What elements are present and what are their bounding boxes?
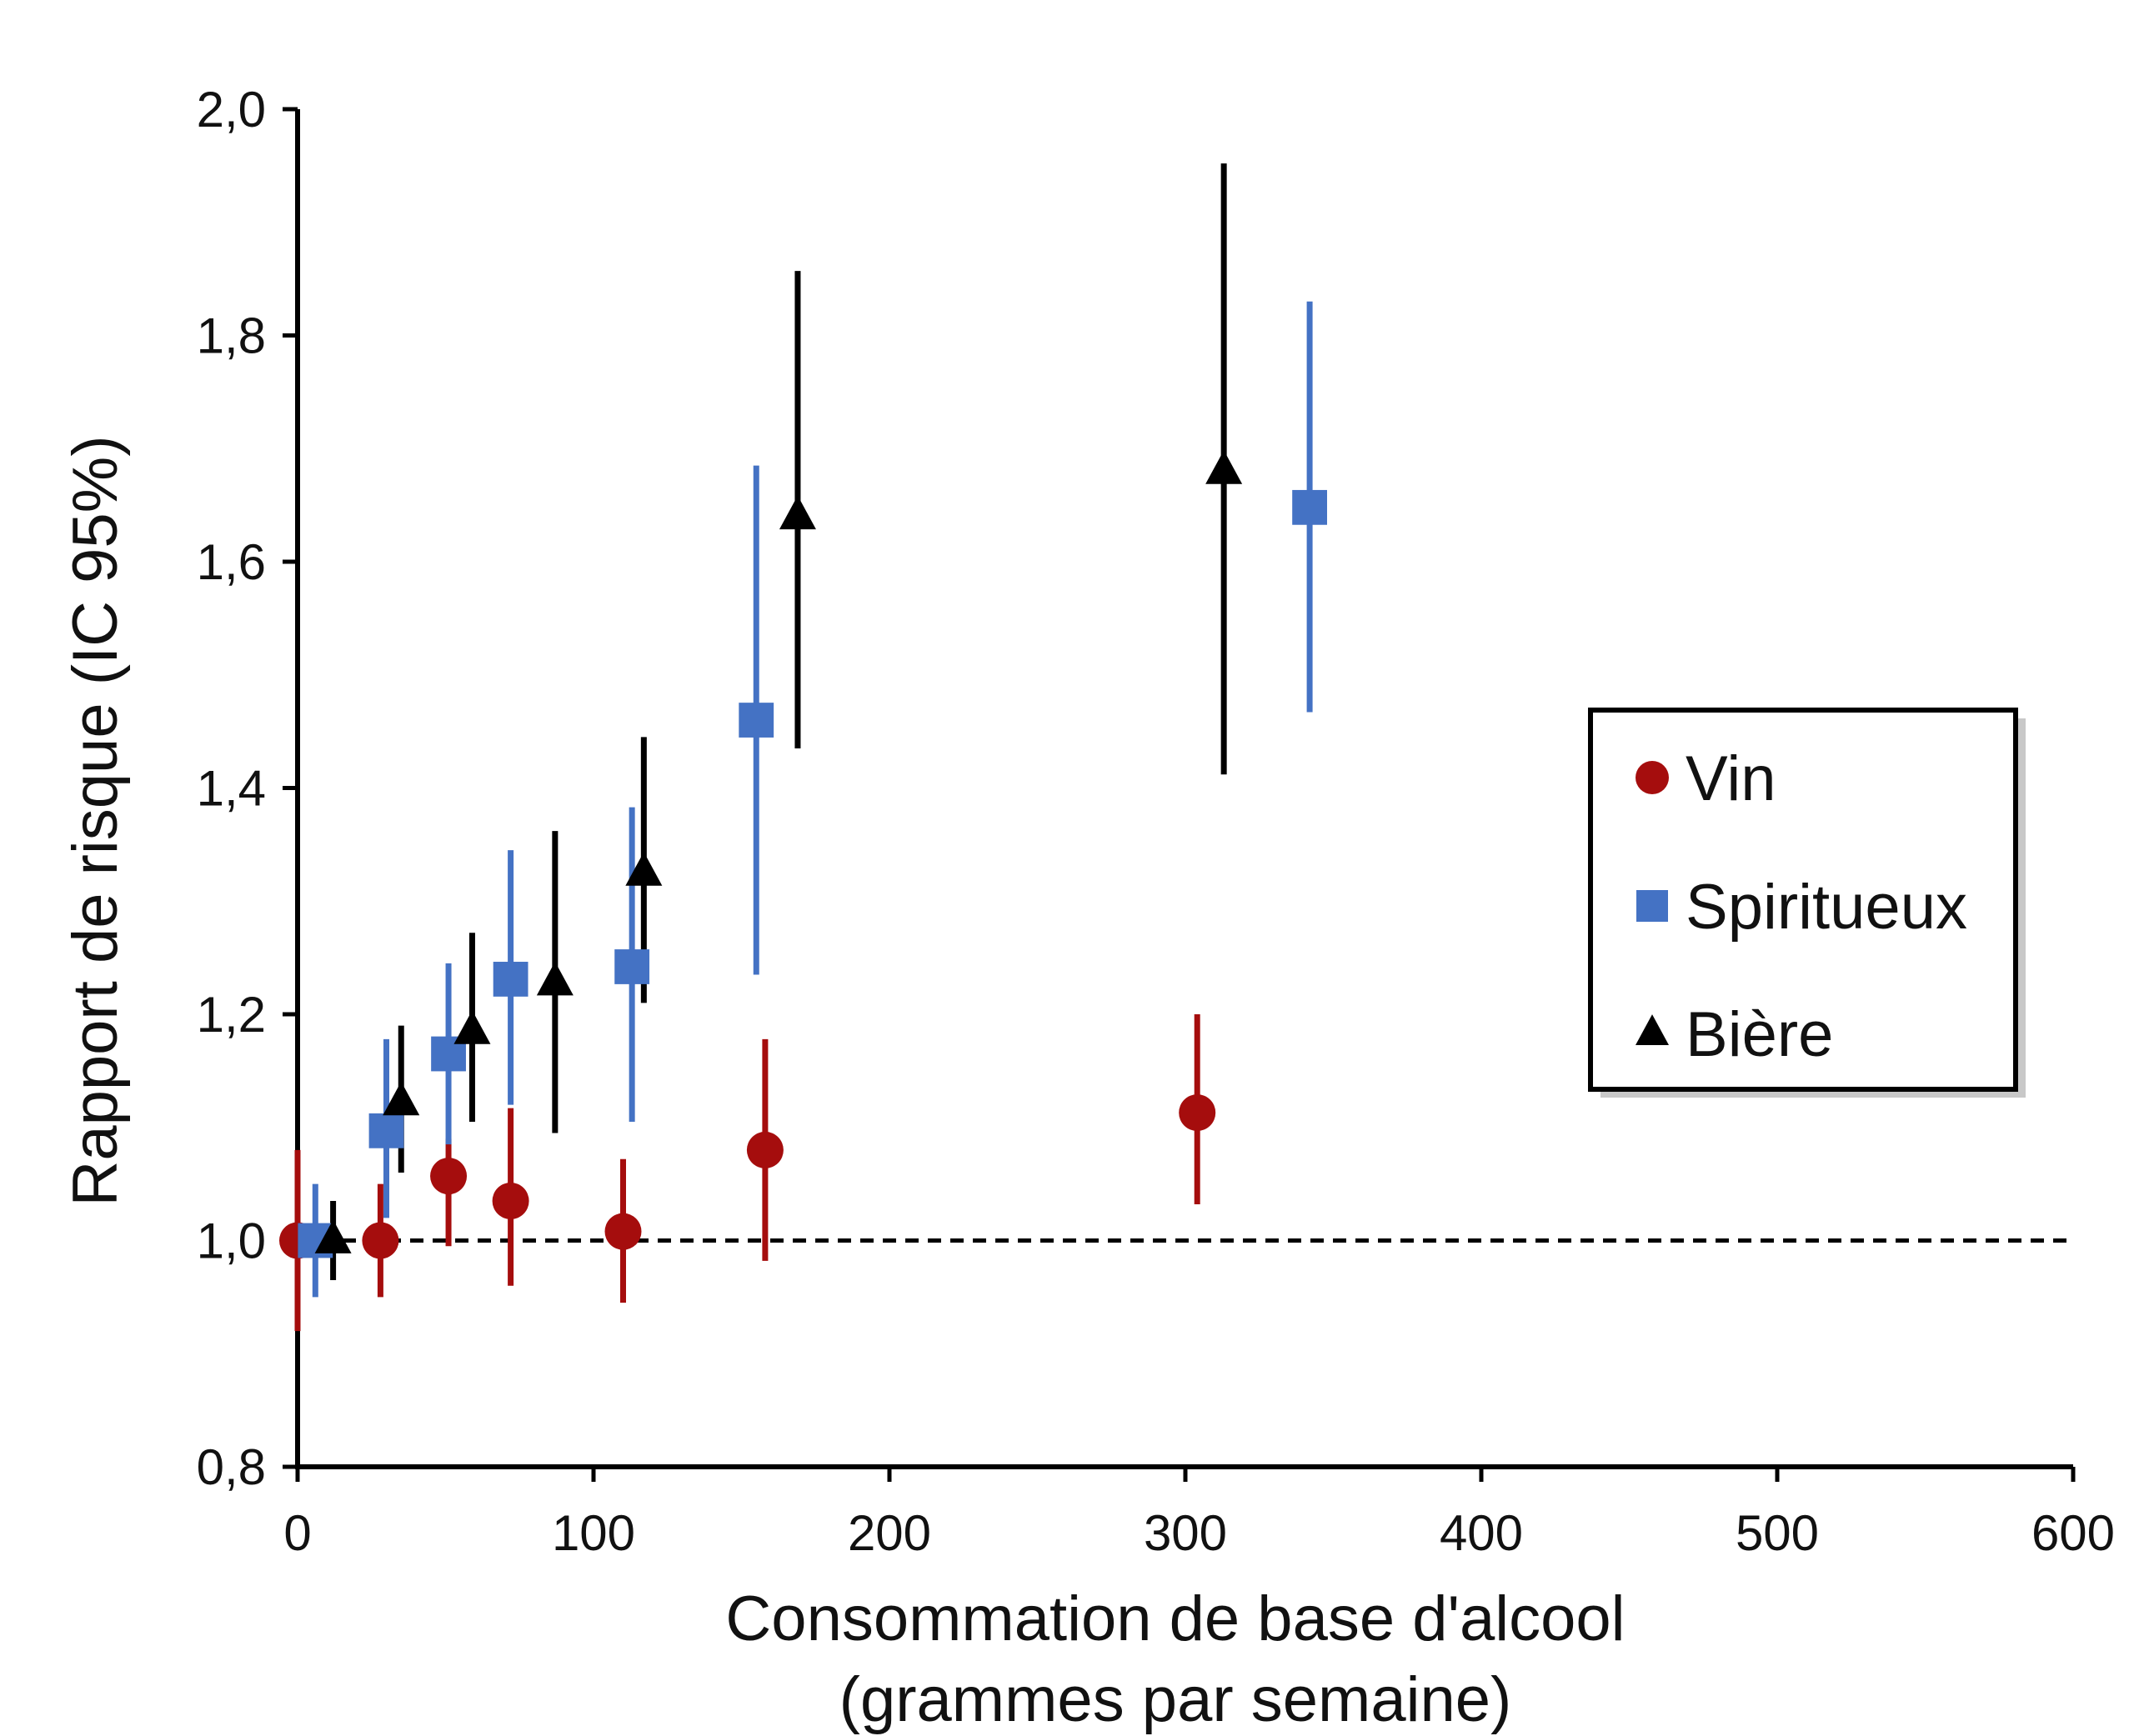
x-tick-label: 200 [848,1505,931,1561]
y-tick-label: 0,8 [197,1439,266,1495]
x-tick-label: 100 [552,1505,635,1561]
y-axis-title: Rapport de risque (IC 95%) [60,435,131,1206]
legend-items: Vin Spiritueux Bière [1636,743,1967,1070]
y-tick-label: 1,0 [197,1213,266,1269]
axes-layer: 0,8 1,0 1,2 1,4 1,6 1,8 2,0 0 100 200 300 400 500 600 [197,82,2115,1561]
series-triangle [330,163,1227,1281]
x-tick-label: 300 [1144,1505,1227,1561]
y-tick-label: 2,0 [197,82,266,138]
square-point [614,949,650,984]
y-tick-label: 1,6 [197,534,266,590]
y-tick-label: 1,4 [197,761,266,817]
legend-label-square: Spiritueux [1686,872,1967,943]
x-tick-label: 400 [1440,1505,1523,1561]
series-square [312,301,1313,1298]
x-tick-label: 500 [1736,1505,1819,1561]
circle-point [1179,1094,1216,1132]
series-triangle-markers [314,450,1243,1253]
square-point [493,962,528,997]
legend-label-circle: Vin [1686,743,1776,814]
legend-label-triangle: Bière [1686,999,1833,1070]
series-layer [279,163,1327,1332]
legend-marker-triangle [1636,1014,1669,1045]
circle-point [362,1222,399,1259]
triangle-point [383,1081,420,1116]
circle-point [604,1213,642,1250]
triangle-point [314,1219,352,1253]
y-tick-label: 1,8 [197,308,266,364]
square-point [739,703,774,738]
legend-marker-square [1636,890,1668,922]
x-axis-title-line1: Consommation de base d'alcool [725,1583,1625,1654]
series-circle-markers [279,1094,1216,1259]
triangle-point [536,961,574,996]
x-tick-label: 0 [283,1505,311,1561]
legend: Vin Spiritueux Bière [1588,708,2026,1098]
circle-point [746,1131,784,1168]
circle-point [430,1158,468,1195]
series-square-markers [298,489,1327,1258]
x-tick-label: 600 [2031,1505,2115,1561]
triangle-point [625,852,663,886]
triangle-point [779,495,816,530]
circle-point [492,1182,529,1219]
legend-marker-circle [1636,761,1669,794]
square-point [368,1113,404,1148]
triangle-point [1205,450,1243,484]
y-tick-label: 1,2 [197,987,266,1043]
triangle-point [453,1010,491,1044]
x-axis-title-line2: (grammes par semaine) [839,1664,1512,1735]
square-point [1292,489,1327,525]
